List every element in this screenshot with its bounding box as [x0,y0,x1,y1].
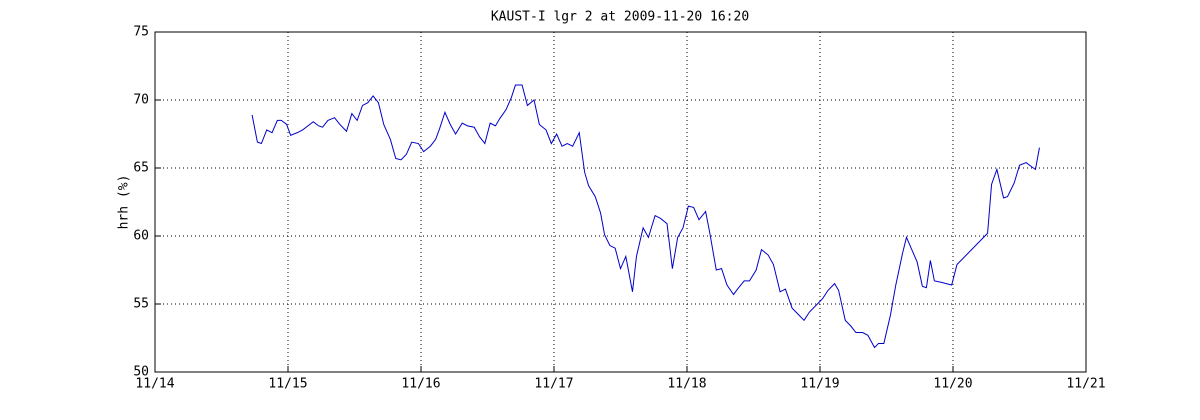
x-tick-label: 11/17 [534,377,573,392]
plot-frame [154,31,1087,373]
x-tick-label: 11/21 [1066,377,1105,392]
x-tick-label: 11/15 [268,377,307,392]
x-tick-label: 11/14 [135,377,174,392]
y-tick-label: 50 [133,365,149,380]
y-tick-label: 65 [133,161,149,176]
y-axis-label: hrh (%) [117,175,132,230]
x-tick-label: 11/19 [800,377,839,392]
x-tick-label: 11/18 [667,377,706,392]
chart-title: KAUST-I lgr 2 at 2009-11-20 16:20 [491,10,749,25]
y-tick-label: 55 [133,297,149,312]
x-tick-label: 11/20 [933,377,972,392]
y-tick-label: 70 [133,93,149,108]
y-tick-label: 60 [133,229,149,244]
x-tick-label: 11/16 [401,377,440,392]
y-tick-label: 75 [133,25,149,40]
data-line [251,84,1040,349]
